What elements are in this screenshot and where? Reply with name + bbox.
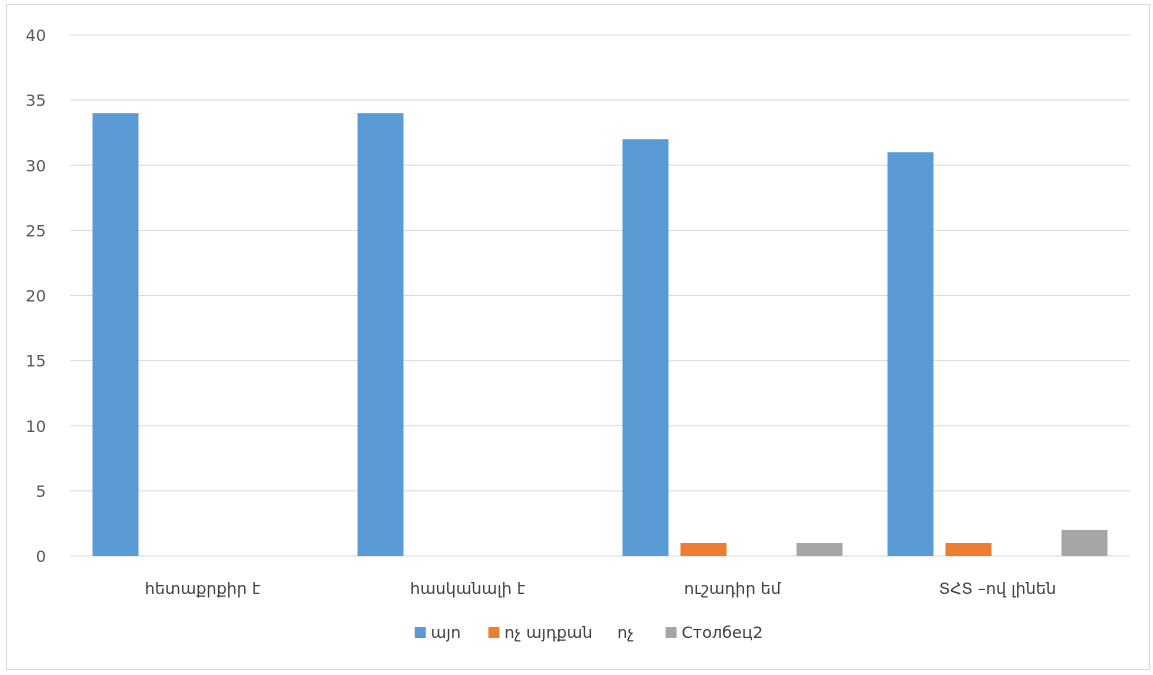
bar-2-4	[945, 542, 992, 556]
legend-label-4: Столбец2	[682, 623, 763, 642]
legend-swatch-1	[414, 627, 426, 638]
y-tick-label: 15	[26, 352, 46, 371]
bar-1-4	[887, 152, 934, 556]
legend-label-3: ոչ	[617, 623, 634, 642]
chart-frame	[6, 4, 1150, 670]
x-category-label: ուշադիր եմ	[684, 579, 782, 598]
bar-1-3	[622, 139, 669, 556]
x-axis-labels: հետաքրքիր է հասկանալի է ուշադիր եմ ՏՀՏ –ով …	[145, 579, 1056, 598]
y-tick-label: 35	[26, 91, 46, 110]
y-axis-ticks: 0 5 10 15 20 25 30 35 40	[26, 26, 46, 566]
bar-4-4	[1061, 529, 1108, 556]
legend-label-1: այո	[431, 623, 461, 642]
x-category-label: հետաքրքիր է	[145, 579, 261, 598]
bar-1-2	[357, 113, 404, 557]
bar-1-1	[92, 113, 139, 557]
bar-4-3	[796, 542, 843, 556]
y-tick-label: 10	[26, 417, 46, 436]
legend: այո ոչ այդքան ոչ Столбец2	[414, 623, 763, 642]
legend-swatch-4	[665, 627, 677, 638]
gridlines	[70, 34, 1130, 557]
bars	[92, 113, 1108, 557]
bar-2-3	[680, 542, 727, 556]
y-tick-label: 5	[36, 482, 46, 501]
y-tick-label: 40	[26, 26, 46, 45]
legend-label-2: ոչ այդքան	[504, 623, 592, 642]
y-tick-label: 30	[26, 156, 46, 175]
x-category-label: հասկանալի է	[410, 579, 525, 598]
legend-swatch-2	[488, 627, 500, 638]
y-tick-label: 0	[36, 547, 46, 566]
y-tick-label: 20	[26, 287, 46, 306]
x-category-label: ՏՀՏ –ով լինեն	[939, 579, 1056, 598]
y-tick-label: 25	[26, 221, 46, 240]
